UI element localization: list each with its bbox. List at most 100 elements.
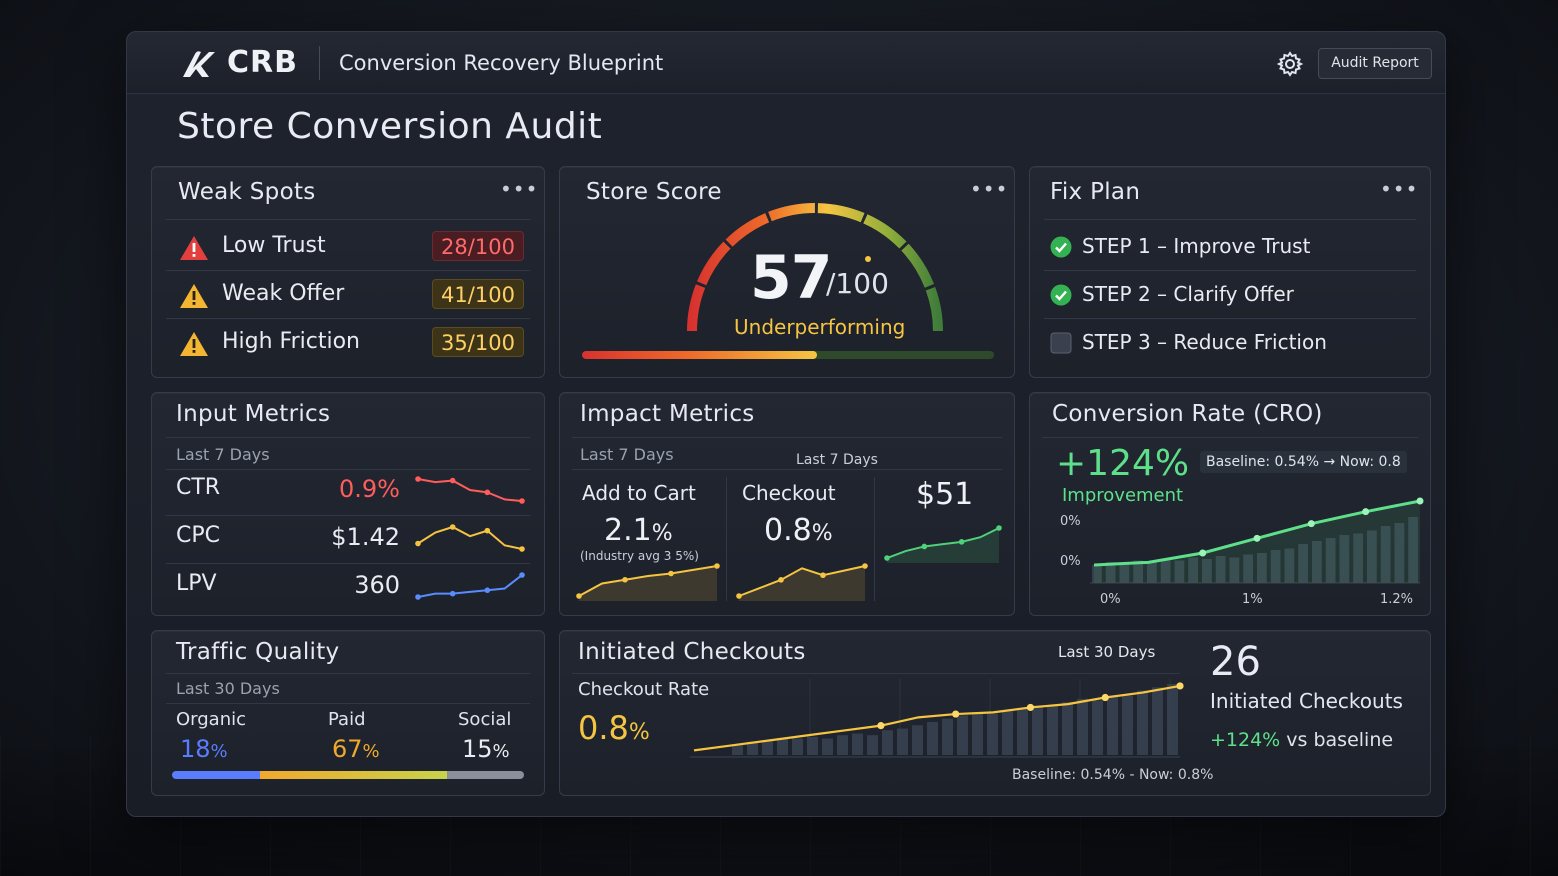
cro-bar	[1408, 517, 1418, 583]
sparkline-cpc-line	[417, 525, 523, 550]
more-options-icon[interactable]: •••	[970, 177, 1009, 201]
traffic-value-unit: %	[362, 741, 380, 762]
more-options-icon[interactable]: •••	[1380, 177, 1419, 201]
fix-step-label: STEP 2 – Clarify Offer	[1082, 282, 1294, 306]
traffic-bar-segment	[446, 771, 524, 779]
checkouts-bar	[1152, 687, 1163, 755]
check-circle-icon	[1050, 236, 1072, 258]
impact-label: Checkout	[742, 481, 836, 505]
more-options-icon[interactable]: •••	[500, 177, 539, 201]
checkout-rate-unit: %	[628, 720, 650, 745]
cro-bar	[1353, 533, 1363, 583]
weak-spot-row-weak-offer[interactable]: Weak Offer 41/100	[178, 279, 524, 311]
cro-bar	[1188, 557, 1198, 583]
checkouts-point	[1101, 693, 1109, 702]
input-metrics-card: Input Metrics Last 7 Days CTR 0.9% CPC $1.4…	[151, 392, 545, 616]
divider	[1042, 437, 1418, 438]
cro-bar	[1092, 565, 1102, 583]
impact-label: Add to Cart	[582, 481, 696, 505]
column-divider	[874, 477, 875, 601]
cro-x-tick: 1.2%	[1380, 592, 1413, 607]
checkouts-chart	[690, 679, 1184, 758]
sparkline-cpc-point	[415, 540, 421, 547]
checkouts-bar	[852, 733, 863, 755]
sparkline-ctr	[415, 476, 525, 504]
divider	[166, 563, 530, 564]
checkouts-bar	[867, 735, 878, 755]
impact-sparkline	[576, 563, 720, 601]
sparkline-ctr-point	[415, 476, 421, 482]
gear-icon[interactable]	[1277, 51, 1303, 77]
divider	[166, 469, 530, 470]
impact-sparkline-point	[862, 563, 868, 569]
divider	[166, 219, 530, 220]
cro-bar	[1133, 560, 1143, 583]
impact-sparkline-line	[738, 565, 866, 597]
sparkline-cpc-point	[484, 527, 491, 534]
input-metrics-title: Input Metrics	[176, 401, 331, 427]
impact-metrics-title: Impact Metrics	[580, 401, 755, 427]
checkouts-point	[1176, 682, 1184, 690]
top-bar: CRB Conversion Recovery Blueprint Audit …	[127, 32, 1445, 94]
cro-x-tick: 0%	[1100, 592, 1121, 607]
traffic-value-social: 15%	[462, 735, 510, 763]
checkouts-bar	[972, 712, 983, 755]
impact-sparkline	[736, 563, 868, 601]
sparkline-ctr-point	[484, 489, 491, 496]
cro-baseline: Baseline: 0.54% → Now: 0.8	[1200, 451, 1407, 473]
checkouts-title: Initiated Checkouts	[578, 639, 806, 665]
impact-sparkline-point	[778, 577, 784, 583]
score-progress-track	[582, 351, 994, 359]
checkouts-bar	[837, 735, 848, 755]
impact-note: (Industry avg 3 5%)	[580, 549, 699, 563]
checkouts-bar	[912, 725, 923, 755]
cro-area	[1094, 501, 1420, 583]
impact-sparkline-line	[578, 565, 718, 597]
cro-title: Conversion Rate (CRO)	[1052, 401, 1323, 427]
checkouts-bar	[1047, 705, 1058, 755]
impact-sparkline-area	[579, 566, 717, 601]
weak-spots-card: Weak Spots ••• Low Trust 28/100 Weak Off…	[151, 166, 545, 378]
traffic-value-unit: %	[210, 741, 228, 762]
checkouts-bar	[1077, 698, 1088, 755]
cro-bar	[1325, 538, 1336, 583]
traffic-bar-segment	[172, 771, 260, 779]
impact-sparkline-point	[884, 555, 890, 561]
cro-bar	[1119, 563, 1130, 583]
checkouts-delta-value: +124%	[1210, 729, 1281, 751]
cro-improvement-label: Improvement	[1062, 485, 1184, 506]
score-max: /100	[826, 267, 889, 300]
cro-bar	[1298, 544, 1308, 583]
checkouts-count-label: Initiated Checkouts	[1210, 689, 1403, 713]
weak-spot-row-low-trust[interactable]: Low Trust 28/100	[178, 231, 524, 263]
cro-bar	[1394, 523, 1405, 583]
divider	[572, 673, 1180, 674]
sparkline-lpv	[415, 572, 525, 600]
impact-sparkline-point	[576, 593, 582, 599]
fix-plan-title: Fix Plan	[1050, 179, 1141, 205]
checkouts-bar	[927, 721, 938, 755]
divider	[1044, 270, 1416, 271]
metric-value-ctr: 0.9%	[339, 475, 400, 503]
checkouts-bar	[897, 728, 908, 755]
impact-sparkline-area	[739, 566, 865, 601]
header-divider	[319, 46, 320, 80]
traffic-quality-title: Traffic Quality	[176, 639, 340, 665]
traffic-value-unit: %	[492, 741, 510, 762]
checkouts-bar	[792, 738, 803, 755]
checkouts-bar	[1002, 710, 1013, 755]
crb-logo-icon	[183, 51, 215, 77]
weak-spot-row-high-friction[interactable]: High Friction 35/100	[178, 327, 524, 359]
checkouts-point	[1026, 703, 1035, 712]
checkbox-icon[interactable]	[1050, 332, 1072, 354]
period-label: Last 30 Days	[176, 679, 280, 698]
divider	[166, 703, 530, 704]
impact-sparkline-point	[996, 525, 1002, 531]
audit-report-button[interactable]: Audit Report	[1318, 48, 1432, 79]
metric-value-cpc: $1.42	[331, 523, 400, 551]
sparkline-cpc-point	[449, 524, 456, 530]
divider	[166, 437, 530, 438]
score-progress-fill	[582, 351, 817, 359]
sparkline-ctr-point	[449, 477, 456, 484]
traffic-value-number: 15	[462, 735, 493, 763]
